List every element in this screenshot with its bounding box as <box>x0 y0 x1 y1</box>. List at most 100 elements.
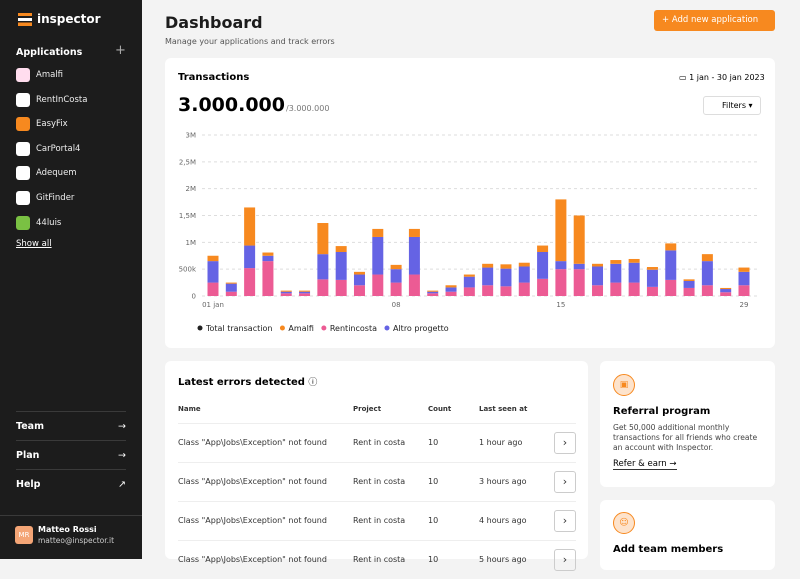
app-icon <box>16 117 30 132</box>
add-app-icon[interactable]: + <box>115 43 126 58</box>
bar-segment <box>573 269 585 296</box>
nav-item[interactable]: Help ↗ <box>16 469 126 490</box>
bar-segment <box>390 264 402 270</box>
bar-segment <box>628 262 640 283</box>
bar-segment <box>353 285 365 296</box>
bar-segment <box>299 291 311 294</box>
y-tick-label: 0 <box>192 293 196 301</box>
bar-segment <box>665 279 677 296</box>
cell: Rent in costa <box>353 555 406 564</box>
app-item[interactable]: Amalfi <box>16 68 63 82</box>
bar-segment <box>518 282 530 296</box>
bar-segment <box>518 266 530 283</box>
bar-segment <box>610 282 622 296</box>
chart: 0 500k 1M 1,5M 2M 2,5M 3M 01 jan 08 15 29 Total tra… <box>179 132 760 333</box>
app-item[interactable]: Adequem <box>16 166 77 181</box>
bar-segment <box>555 269 567 296</box>
open-button[interactable]: › <box>554 471 576 493</box>
sidebar: inspector Applications + Amalfi RentInCos… <box>0 0 142 559</box>
cell: Class "App\Jobs\Exception" not found <box>178 555 327 564</box>
bar-segment <box>701 285 713 296</box>
bar-segment <box>573 263 585 270</box>
cell: Class "App\Jobs\Exception" not found <box>178 477 327 486</box>
cell: 10 <box>428 555 439 564</box>
add-button[interactable]: + Add new application <box>654 10 775 31</box>
bar-segment <box>482 263 494 268</box>
card-title: Transactions <box>178 72 250 83</box>
bar-segment <box>317 223 329 255</box>
nav-label: Help <box>16 479 41 490</box>
x-tick-label: 29 <box>740 301 749 309</box>
bar-segment <box>427 291 439 294</box>
bar-segment <box>353 274 365 286</box>
user-email: matteo@inspector.it <box>38 536 115 545</box>
bar-segment <box>738 267 750 272</box>
app-icon <box>16 92 30 107</box>
app-name: Adequem <box>36 168 77 179</box>
cell: 10 <box>428 477 439 486</box>
bar-segment <box>720 289 732 293</box>
team-title: Add team members <box>613 544 724 555</box>
show-all[interactable]: Show all <box>16 239 52 249</box>
app-icon <box>16 191 30 205</box>
app-name: RentInCosta <box>36 94 88 105</box>
bar-segment <box>335 246 347 252</box>
bar-segment <box>280 293 292 296</box>
table-row: Class "App\Jobs\Exception" not found Rent… <box>178 501 576 540</box>
cell: Class "App\Jobs\Exception" not found <box>178 438 327 447</box>
y-tick-label: 1M <box>186 239 197 247</box>
bar-segment <box>500 286 512 296</box>
bar-segment <box>372 236 384 275</box>
nav-item[interactable]: Plan → <box>16 440 126 461</box>
bar-segment <box>701 261 713 286</box>
date-range[interactable]: ▭ 1 jan - 30 jan 2023 <box>679 73 765 82</box>
referral-link-label: Refer & earn <box>613 459 667 469</box>
bar-segment <box>537 245 549 252</box>
open-button[interactable]: › <box>554 549 576 571</box>
app-item[interactable]: GitFinder <box>16 191 74 205</box>
bar-segment <box>299 290 311 292</box>
app-item[interactable]: CarPortal4 <box>16 141 80 156</box>
bar-segment <box>390 269 402 283</box>
app-item[interactable]: RentInCosta <box>16 92 88 107</box>
total-limit: /3.000.000 <box>286 104 330 113</box>
bar-segment <box>646 286 658 296</box>
bar-segment <box>335 251 347 280</box>
filters-label: Filters <box>722 101 746 110</box>
open-button[interactable]: › <box>554 432 576 454</box>
open-button[interactable]: › <box>554 510 576 532</box>
bar-segment <box>665 243 677 251</box>
referral-icon: ▣ <box>613 374 635 396</box>
y-tick-label: 2M <box>186 185 197 193</box>
page: inspector Applications + Amalfi RentInCos… <box>0 0 775 571</box>
transactions-card <box>165 58 775 348</box>
bar-segment <box>427 290 439 292</box>
bar-segment <box>207 282 219 296</box>
app-item[interactable]: 44luis <box>16 215 61 230</box>
nav-item[interactable]: Team → <box>16 411 126 432</box>
bar-segment <box>720 292 732 296</box>
total: 3.000.000 <box>178 94 285 116</box>
referral-title: Referral program <box>613 406 711 417</box>
logo-icon <box>18 13 32 26</box>
bar-segment <box>445 291 457 296</box>
legend-marker <box>384 325 390 331</box>
referral-text: Get 50,000 additional monthly transactio… <box>613 423 758 452</box>
app-icon <box>16 141 30 156</box>
legend-marker <box>321 325 327 331</box>
section-title: Applications <box>16 47 83 58</box>
app-name: GitFinder <box>36 193 75 203</box>
table-row: Class "App\Jobs\Exception" not found Rent… <box>178 540 576 579</box>
filters-button[interactable]: Filters ▾ <box>703 96 761 115</box>
referral-link[interactable]: Refer & earn → <box>613 459 677 470</box>
bar-segment <box>463 276 475 288</box>
app-icon <box>16 215 30 230</box>
bar-segment <box>610 263 622 283</box>
column-header: Name <box>178 405 201 413</box>
bar-segment <box>701 254 713 262</box>
bar-segment <box>518 262 530 267</box>
legend-label: Amalfi <box>288 324 313 333</box>
app-item[interactable]: EasyFix <box>16 117 68 132</box>
bar-segment <box>280 290 292 292</box>
nav-label: Plan <box>16 450 40 461</box>
